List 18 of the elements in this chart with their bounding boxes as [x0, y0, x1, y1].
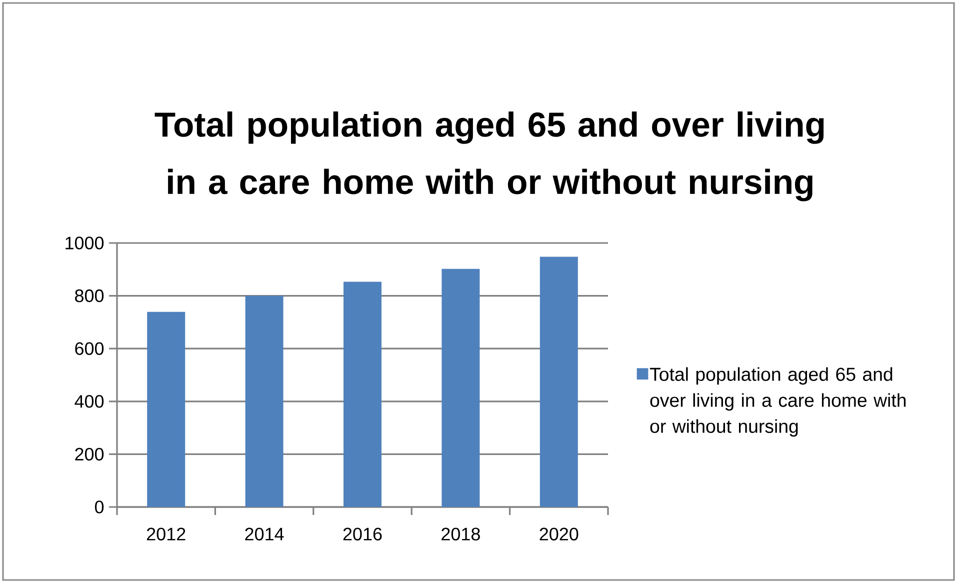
bar: [540, 256, 578, 507]
bar: [245, 296, 284, 507]
y-tick-label: 0: [94, 500, 104, 514]
bar: [147, 312, 186, 507]
x-tick-label: 2014: [245, 528, 284, 540]
y-tick-label: 1000: [66, 236, 104, 250]
bar: [442, 268, 480, 507]
x-tick-label: 2012: [146, 528, 186, 540]
y-tick-label: 800: [75, 289, 104, 302]
legend-label: Total population aged 65 and over living in a care home with or without nursing: [650, 367, 906, 437]
x-tick-label: 2018: [442, 528, 480, 540]
y-tick-label: 400: [74, 395, 104, 408]
bar: [344, 282, 382, 507]
chart-title: Total population aged 65 and over living in a care home with or without nursing: [154, 111, 824, 202]
x-tick-label: 2020: [540, 528, 578, 540]
x-tick-label: 2016: [343, 528, 382, 540]
y-tick-label: 200: [75, 448, 104, 461]
y-tick-label: 600: [75, 342, 104, 355]
